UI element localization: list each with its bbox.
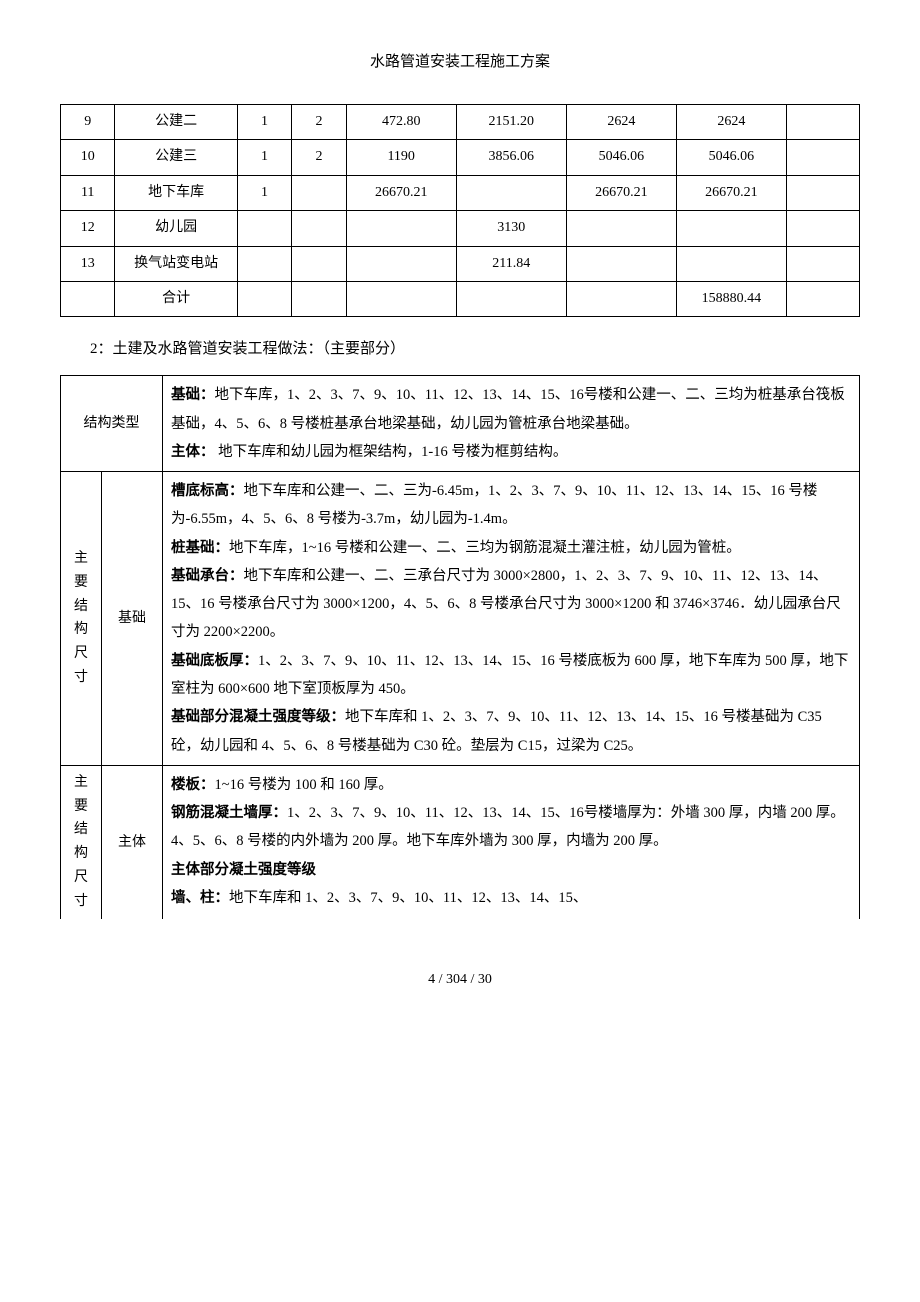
text: 1~16 号楼为 100 和 160 厚。 [215, 777, 393, 793]
main-body-label: 主体 [102, 765, 163, 918]
table-row: 主要结构尺寸 主体 楼板：1~16 号楼为 100 和 160 厚。 钢筋混凝土… [61, 765, 860, 918]
table-cell: 1 [237, 105, 291, 140]
table-cell: 合计 [115, 281, 237, 316]
label: 基础承台： [171, 568, 244, 584]
label: 楼板： [171, 777, 215, 793]
table-cell: 11 [61, 175, 115, 210]
section-2-title: 2：土建及水路管道安装工程做法：（主要部分） [90, 337, 860, 361]
foundation-content: 槽底标高：地下车库和公建一、二、三为-6.45m，1、2、3、7、9、10、11… [163, 472, 860, 766]
table-cell [61, 281, 115, 316]
table-cell: 2624 [676, 105, 786, 140]
table-row: 9公建二12472.802151.2026242624 [61, 105, 860, 140]
table-cell: 26670.21 [346, 175, 456, 210]
vertical-label-dimensions: 主要结构尺寸 [61, 472, 102, 766]
table-cell [676, 246, 786, 281]
label-foundation: 基础： [171, 387, 215, 403]
table-cell [292, 211, 346, 246]
table-cell: 1 [237, 175, 291, 210]
text: 地下车库，1~16 号楼和公建一、二、三均为钢筋混凝土灌注桩，幼儿园为管桩。 [229, 540, 741, 556]
table-cell [292, 175, 346, 210]
page-footer: 4 / 304 / 30 [60, 969, 860, 991]
table-cell: 9 [61, 105, 115, 140]
table-cell [566, 246, 676, 281]
vertical-label-dimensions-2: 主要结构尺寸 [61, 765, 102, 918]
label: 基础部分混凝土强度等级： [171, 709, 345, 725]
table-cell: 211.84 [456, 246, 566, 281]
table-cell: 公建三 [115, 140, 237, 175]
area-table: 9公建二12472.802151.202624262410公建三12119038… [60, 104, 860, 317]
label: 钢筋混凝土墙厚： [171, 805, 287, 821]
table-cell: 3856.06 [456, 140, 566, 175]
table-cell: 1 [237, 140, 291, 175]
table-cell: 26670.21 [676, 175, 786, 210]
table-cell: 2624 [566, 105, 676, 140]
table-cell [786, 246, 859, 281]
table-cell [786, 140, 859, 175]
table-cell: 地下车库 [115, 175, 237, 210]
table-cell [292, 246, 346, 281]
text: 地下车库，1、2、3、7、9、10、11、12、13、14、15、16号楼和公建… [171, 387, 845, 431]
table-cell [786, 175, 859, 210]
text: 地下车库和 1、2、3、7、9、10、11、12、13、14、15、 [229, 890, 587, 906]
label-main: 主体： [171, 444, 215, 460]
table-cell [346, 281, 456, 316]
table-cell [566, 211, 676, 246]
page-header: 水路管道安装工程施工方案 [60, 50, 860, 74]
table-cell: 13 [61, 246, 115, 281]
table-cell [237, 281, 291, 316]
table-cell: 3130 [456, 211, 566, 246]
table-cell: 10 [61, 140, 115, 175]
table-cell: 5046.06 [566, 140, 676, 175]
table-cell: 换气站变电站 [115, 246, 237, 281]
table-cell [237, 211, 291, 246]
text: 地下车库和幼儿园为框架结构，1-16 号楼为框剪结构。 [215, 444, 568, 460]
label: 墙、柱： [171, 890, 229, 906]
table-row: 合计 158880.44 [61, 281, 860, 316]
table-cell [346, 246, 456, 281]
main-body-content: 楼板：1~16 号楼为 100 和 160 厚。 钢筋混凝土墙厚：1、2、3、7… [163, 765, 860, 918]
table-cell [786, 281, 859, 316]
table-cell [456, 175, 566, 210]
label: 主体部分凝土强度等级 [171, 862, 316, 878]
table-cell [676, 211, 786, 246]
table-cell [456, 281, 566, 316]
label: 槽底标高： [171, 483, 244, 499]
construction-methods-table: 结构类型 基础：地下车库，1、2、3、7、9、10、11、12、13、14、15… [60, 375, 860, 918]
table-cell [237, 246, 291, 281]
table-cell: 12 [61, 211, 115, 246]
table-row: 结构类型 基础：地下车库，1、2、3、7、9、10、11、12、13、14、15… [61, 376, 860, 472]
table-cell: 158880.44 [676, 281, 786, 316]
table-cell: 幼儿园 [115, 211, 237, 246]
table-cell: 5046.06 [676, 140, 786, 175]
table-cell [292, 281, 346, 316]
label: 桩基础： [171, 540, 229, 556]
table-row: 11地下车库126670.2126670.2126670.21 [61, 175, 860, 210]
text: 地下车库和公建一、二、三承台尺寸为 3000×2800，1、2、3、7、9、10… [171, 568, 841, 641]
table-cell: 公建二 [115, 105, 237, 140]
struct-type-label: 结构类型 [61, 376, 163, 472]
table-cell [566, 281, 676, 316]
table-row: 主要结构尺寸 基础 槽底标高：地下车库和公建一、二、三为-6.45m，1、2、3… [61, 472, 860, 766]
table-cell: 2 [292, 140, 346, 175]
table-cell [786, 105, 859, 140]
table-row: 12幼儿园 3130 [61, 211, 860, 246]
struct-type-content: 基础：地下车库，1、2、3、7、9、10、11、12、13、14、15、16号楼… [163, 376, 860, 472]
table-cell [786, 211, 859, 246]
table-cell: 26670.21 [566, 175, 676, 210]
table-cell: 2 [292, 105, 346, 140]
foundation-label: 基础 [102, 472, 163, 766]
table-cell: 1190 [346, 140, 456, 175]
table-cell: 2151.20 [456, 105, 566, 140]
table-cell [346, 211, 456, 246]
table-row: 10公建三1211903856.065046.065046.06 [61, 140, 860, 175]
table-cell: 472.80 [346, 105, 456, 140]
table-row: 13换气站变电站 211.84 [61, 246, 860, 281]
text: 地下车库和公建一、二、三为-6.45m，1、2、3、7、9、10、11、12、1… [171, 483, 817, 527]
label: 基础底板厚： [171, 653, 258, 669]
text: 1、2、3、7、9、10、11、12、13、14、15、16 号楼底板为 600… [171, 653, 848, 697]
